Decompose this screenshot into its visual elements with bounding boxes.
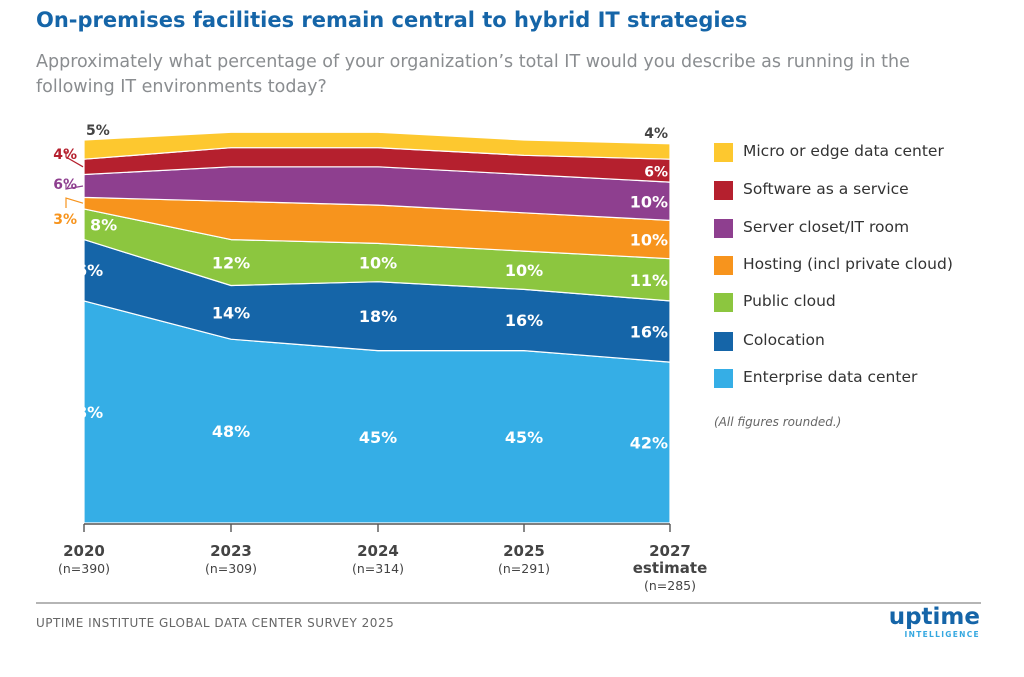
data-label-server-closet-it-room-0: 6%	[53, 177, 77, 193]
legend-swatch-micro-edge	[714, 143, 733, 162]
data-label-hosting-incl-private-cloud-0: 3%	[53, 212, 77, 228]
data-label-colocation-2: 18%	[359, 307, 397, 326]
x-tick-label-2-1: (n=314)	[352, 561, 404, 576]
legend-item-enterprise: Enterprise data center	[714, 366, 1004, 388]
data-label-colocation-1: 14%	[212, 303, 250, 322]
legend-label-server-closet: Server closet/IT room	[743, 218, 910, 236]
x-tick-label-3-0: 2025	[503, 542, 545, 560]
data-label-software-as-a-service-4: 6%	[644, 165, 668, 181]
data-label-software-as-a-service-0: 4%	[53, 147, 77, 163]
data-label-enterprise-data-center-1: 48%	[212, 422, 250, 441]
x-tick-label-4-1: estimate	[633, 559, 708, 577]
legend-swatch-hosting	[714, 256, 733, 275]
x-tick-label-4-2: (n=285)	[644, 578, 696, 593]
uptime-logo: uptime INTELLIGENCE	[848, 604, 980, 639]
label-leader-hosting-incl-private-cloud	[65, 197, 84, 208]
data-label-public-cloud-4: 11%	[630, 271, 668, 290]
chart-subtitle: Approximately what percentage of your or…	[36, 52, 910, 97]
data-label-public-cloud-0: 8%	[90, 215, 117, 234]
legend-item-saas: Software as a service	[714, 178, 1004, 200]
x-tick-label-3-1: (n=291)	[498, 561, 550, 576]
x-tick-label-0-0: 2020	[63, 542, 105, 560]
legend-label-micro-edge: Micro or edge data center	[743, 142, 944, 160]
data-label-public-cloud-3: 10%	[505, 261, 543, 280]
x-tick-label-1-0: 2023	[210, 542, 252, 560]
data-label-public-cloud-1: 12%	[212, 254, 250, 273]
legend-label-public-cloud: Public cloud	[743, 292, 836, 310]
legend-swatch-server-closet	[714, 219, 733, 238]
legend-item-hosting: Hosting (incl private cloud)	[714, 253, 1004, 275]
legend-label-hosting: Hosting (incl private cloud)	[743, 255, 953, 273]
area-micro-or-edge-data-center	[83, 131, 671, 160]
legend-item-colocation: Colocation	[714, 329, 1004, 351]
logo-wordmark: uptime	[888, 604, 980, 630]
x-tick-label-2-0: 2024	[357, 542, 399, 560]
legend-label-saas: Software as a service	[743, 180, 909, 198]
x-tick-label-1-1: (n=309)	[205, 561, 257, 576]
legend-swatch-enterprise	[714, 369, 733, 388]
legend-label-colocation: Colocation	[743, 331, 825, 349]
footer-divider	[36, 602, 981, 604]
source-note: UPTIME INSTITUTE GLOBAL DATA CENTER SURV…	[36, 616, 395, 630]
data-label-enterprise-data-center-0: 58%	[65, 403, 103, 422]
label-leader-server-closet-it-room	[65, 183, 84, 190]
legend-item-public-cloud: Public cloud	[714, 290, 1004, 312]
x-tick-label-0-1: (n=390)	[58, 561, 110, 576]
data-label-enterprise-data-center-3: 45%	[505, 428, 543, 447]
x-tick-label-4-0: 2027	[649, 542, 691, 560]
data-label-hosting-incl-private-cloud-4: 10%	[630, 231, 668, 250]
legend-item-micro-edge: Micro or edge data center	[714, 140, 1004, 162]
legend-swatch-saas	[714, 181, 733, 200]
data-label-public-cloud-2: 10%	[359, 254, 397, 273]
chart-title: On-premises facilities remain central to…	[36, 8, 748, 32]
data-label-enterprise-data-center-4: 42%	[630, 434, 668, 453]
data-label-colocation-4: 16%	[630, 323, 668, 342]
legend-swatch-colocation	[714, 332, 733, 351]
legend-swatch-public-cloud	[714, 293, 733, 312]
data-label-micro-or-edge-data-center-4: 4%	[644, 126, 668, 142]
label-leader-software-as-a-service	[65, 151, 84, 168]
logo-subtitle: INTELLIGENCE	[904, 630, 980, 639]
legend-label-enterprise: Enterprise data center	[743, 368, 918, 386]
data-label-server-closet-it-room-4: 10%	[630, 192, 668, 211]
legend-item-server-closet: Server closet/IT room	[714, 216, 1004, 238]
data-label-micro-or-edge-data-center-0: 5%	[86, 123, 110, 139]
data-label-enterprise-data-center-2: 45%	[359, 428, 397, 447]
rounding-note: (All figures rounded.)	[714, 415, 842, 429]
data-label-colocation-0: 16%	[65, 261, 103, 280]
data-label-colocation-3: 16%	[505, 311, 543, 330]
